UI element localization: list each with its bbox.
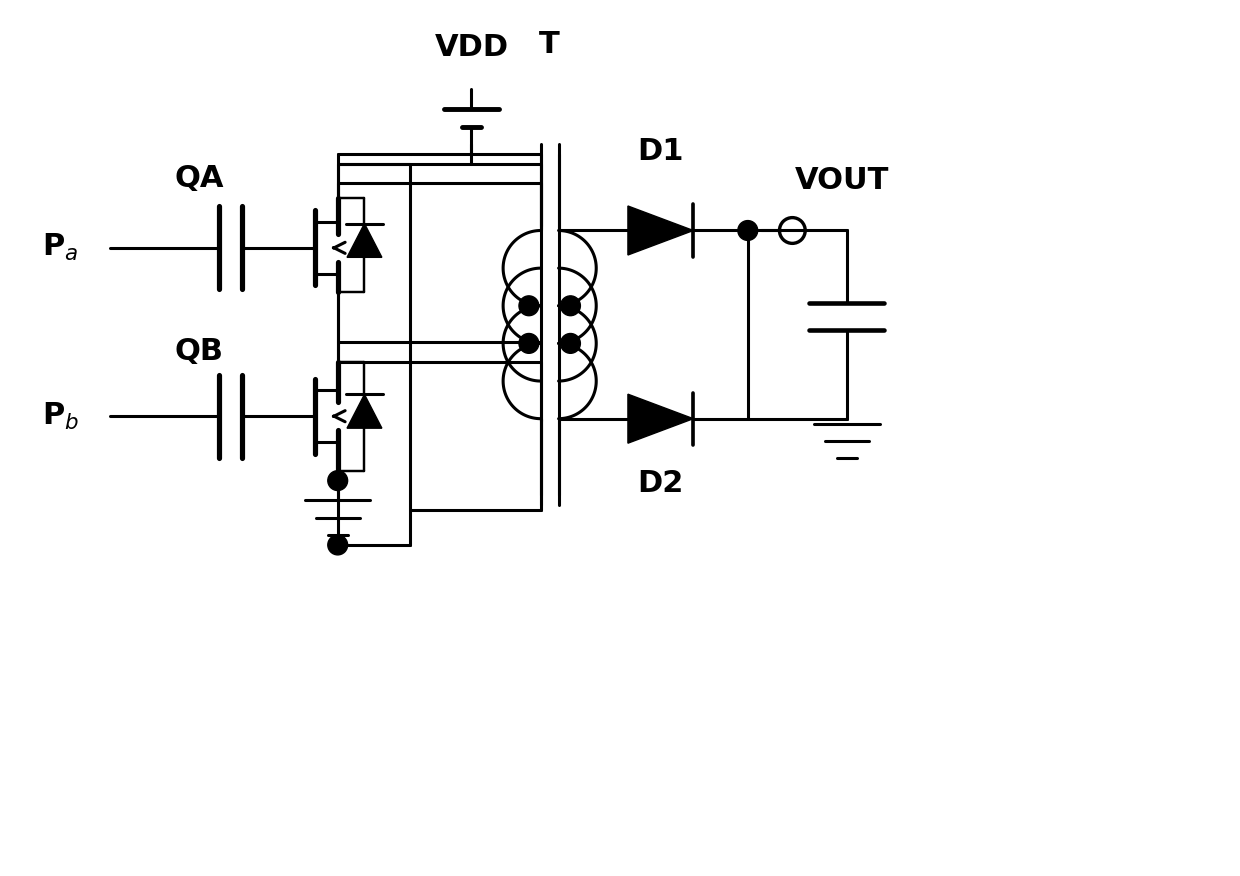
Text: D1: D1 xyxy=(637,137,683,166)
Circle shape xyxy=(520,296,539,315)
Text: VOUT: VOUT xyxy=(795,166,889,195)
Text: P$_a$: P$_a$ xyxy=(42,232,78,264)
Circle shape xyxy=(560,334,580,353)
Polygon shape xyxy=(627,206,693,255)
Text: T: T xyxy=(539,31,560,60)
Text: P$_b$: P$_b$ xyxy=(42,400,79,432)
Polygon shape xyxy=(347,394,382,428)
Polygon shape xyxy=(347,223,382,258)
Circle shape xyxy=(327,470,347,491)
Circle shape xyxy=(560,296,580,315)
Circle shape xyxy=(520,334,539,353)
Text: D2: D2 xyxy=(637,469,683,498)
Text: QB: QB xyxy=(175,337,223,366)
Text: VDD: VDD xyxy=(434,33,508,62)
Circle shape xyxy=(738,221,758,240)
Polygon shape xyxy=(627,394,693,443)
Circle shape xyxy=(327,535,347,555)
Text: QA: QA xyxy=(175,164,223,193)
